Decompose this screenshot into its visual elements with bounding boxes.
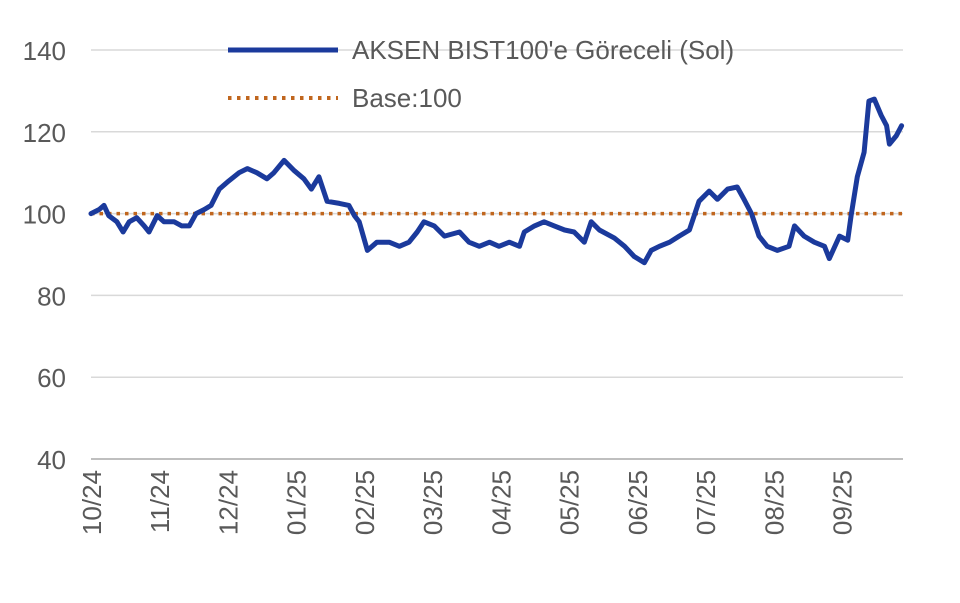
x-tick-label: 07/25 xyxy=(691,470,721,535)
y-tick-label: 80 xyxy=(37,281,66,311)
x-tick-label: 05/25 xyxy=(555,470,585,535)
y-axis-tick-labels: 40 60 80 100 120 140 xyxy=(23,36,66,475)
y-tick-label: 140 xyxy=(23,36,66,66)
y-tick-label: 60 xyxy=(37,363,66,393)
x-tick-label: 08/25 xyxy=(759,470,789,535)
legend-label-aksen: AKSEN BIST100'e Göreceli (Sol) xyxy=(352,35,734,65)
legend-label-base: Base:100 xyxy=(352,83,462,113)
x-tick-label: 03/25 xyxy=(418,470,448,535)
series-layer xyxy=(88,96,905,266)
x-tick-label: 02/25 xyxy=(350,470,380,535)
x-tick-label: 06/25 xyxy=(623,470,653,535)
gridlines xyxy=(91,49,903,460)
y-tick-label: 120 xyxy=(23,118,66,148)
x-tick-label: 09/25 xyxy=(828,470,858,535)
legend: AKSEN BIST100'e Göreceli (Sol) Base:100 xyxy=(228,35,734,113)
y-tick-label: 40 xyxy=(37,445,66,475)
x-tick-label: 10/24 xyxy=(77,470,107,535)
x-tick-label: 12/24 xyxy=(213,470,243,535)
x-axis-tick-labels: 10/24 11/24 12/24 01/25 02/25 03/25 04/25 05/25… xyxy=(77,470,858,535)
x-tick-label: 01/25 xyxy=(282,470,312,535)
aksen-relative-line xyxy=(88,96,905,266)
y-tick-label: 100 xyxy=(23,200,66,230)
x-tick-label: 11/24 xyxy=(145,470,175,533)
x-tick-label: 04/25 xyxy=(486,470,516,535)
